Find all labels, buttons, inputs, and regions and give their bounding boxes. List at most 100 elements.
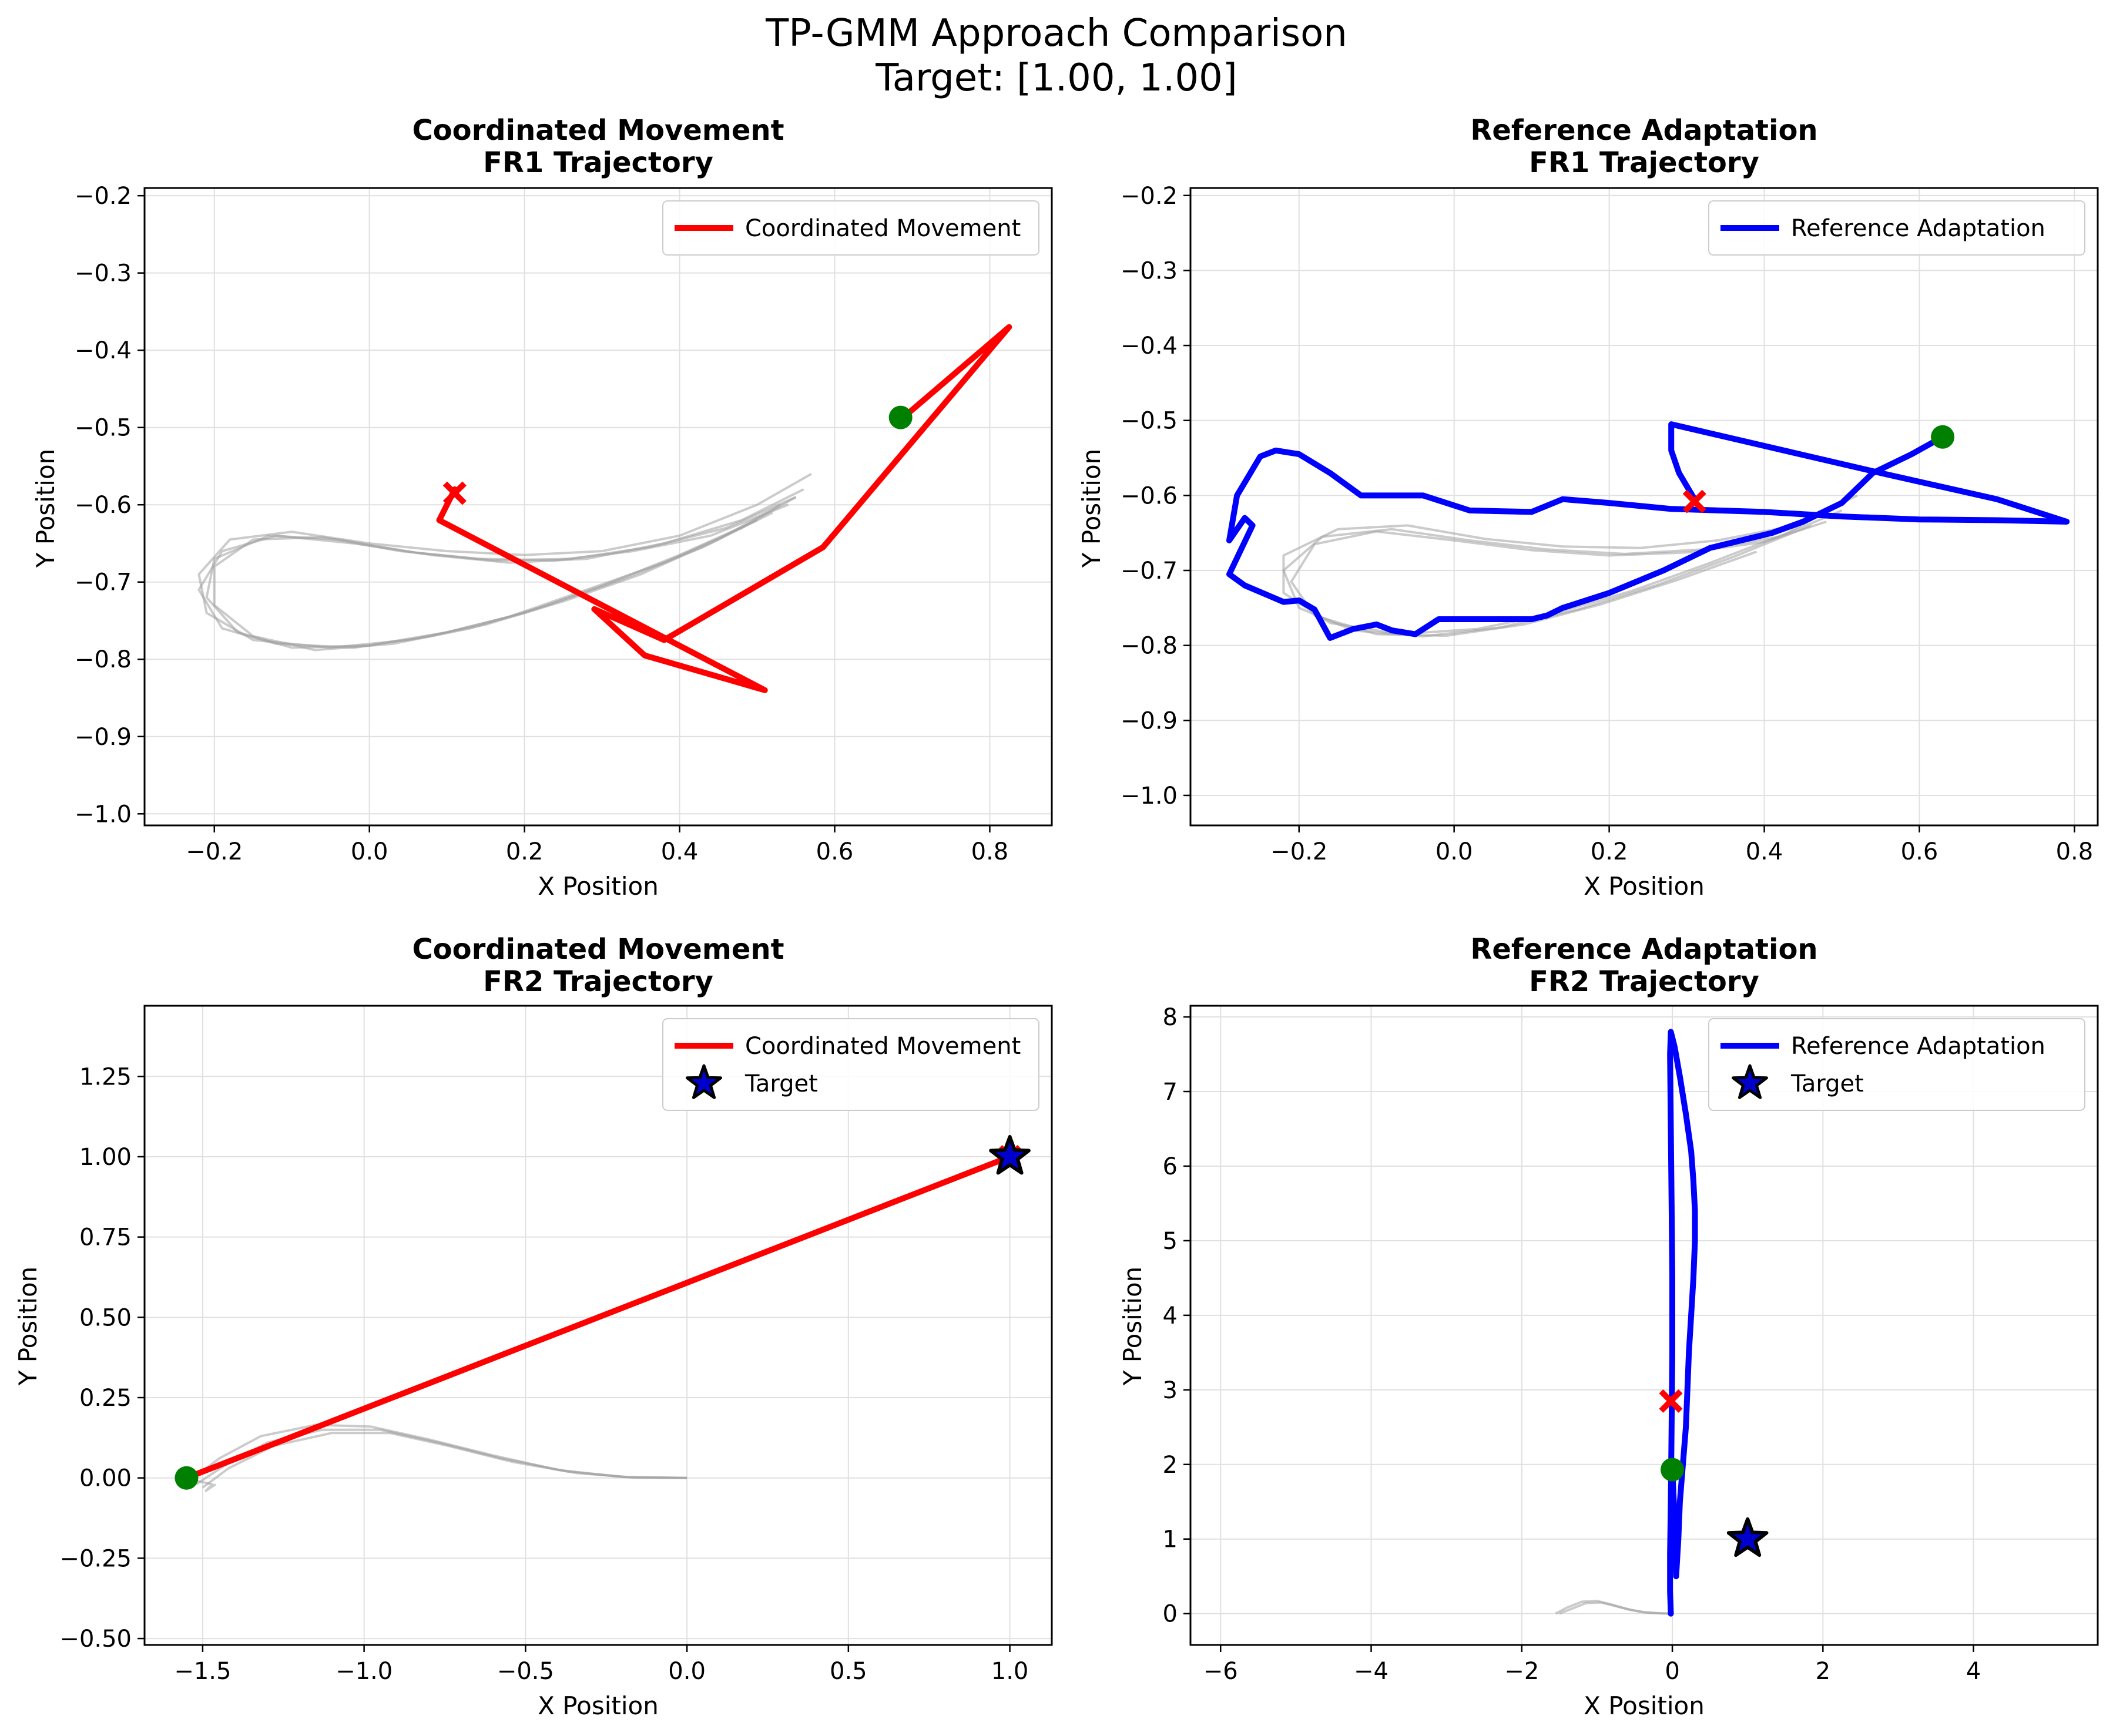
panel-title-line2: FR2 Trajectory	[1529, 965, 1759, 998]
x-tick-label: −6	[1203, 1658, 1238, 1685]
demo-trajectory	[1282, 509, 1843, 638]
x-tick-label: 4	[1966, 1658, 1981, 1685]
axes-frame	[1189, 187, 2099, 827]
x-tick-label: 0.2	[506, 838, 544, 865]
y-tick-label: −0.4	[1121, 333, 1178, 360]
x-tick-label: 0.4	[1746, 838, 1783, 865]
plot-area	[1555, 1029, 1769, 1617]
demo-trajectory	[1290, 521, 1827, 637]
y-tick-label: −0.7	[75, 569, 132, 596]
legend-frame	[662, 200, 1039, 256]
y-tick-label: 3	[1163, 1377, 1178, 1404]
y-axis-label: Y Position	[31, 449, 60, 569]
y-tick-label: −0.5	[75, 415, 132, 442]
y-tick-label: −0.4	[75, 337, 132, 364]
legend-star-swatch	[686, 1064, 722, 1099]
plot-area	[197, 324, 1012, 693]
y-tick-label: 0.00	[79, 1465, 132, 1492]
x-tick-label: 0.0	[668, 1658, 706, 1685]
target-marker	[989, 1135, 1031, 1175]
series-line	[1226, 421, 2070, 641]
x-tick-label: −0.5	[497, 1658, 554, 1685]
x-axis-label: X Position	[538, 1691, 659, 1720]
y-tick-label: 2	[1163, 1452, 1178, 1479]
demo-trajectory	[213, 503, 789, 652]
demo-trajectory	[1559, 1601, 1673, 1615]
demo-trajectory	[197, 488, 804, 649]
plot-area	[1226, 421, 2070, 641]
legend: Reference Adaptation Target	[1708, 1018, 2085, 1111]
y-tick-label: −0.8	[1121, 633, 1178, 660]
legend: Coordinated Movement	[662, 200, 1039, 256]
x-tick-label: 2	[1816, 1658, 1830, 1685]
x-tick-label: −0.2	[1270, 838, 1327, 865]
y-tick-label: −0.3	[1121, 257, 1178, 284]
y-tick-label: −0.5	[1121, 408, 1178, 435]
x-axis-label: X Position	[1584, 872, 1705, 901]
y-tick-label: 4	[1163, 1302, 1178, 1329]
x-tick-label: −1.0	[336, 1658, 393, 1685]
y-tick-label: 1	[1163, 1526, 1178, 1553]
y-tick-label: 0.50	[79, 1304, 132, 1331]
x-tick-label: 0.2	[1591, 838, 1628, 865]
plot-area	[175, 1135, 1031, 1492]
series-line	[1667, 1029, 1698, 1617]
start-marker	[1661, 1458, 1685, 1482]
x-tick-label: 0	[1665, 1658, 1679, 1685]
start-marker	[1931, 425, 1955, 449]
panel-title-line1: Reference Adaptation	[1470, 114, 1817, 147]
y-tick-label: −0.25	[59, 1545, 132, 1572]
panel-reference-fr1: Reference Adaptation FR1 Trajectory X Po…	[1077, 114, 2099, 901]
x-axis-label: X Position	[538, 872, 659, 901]
grid	[145, 1006, 1052, 1645]
x-tick-label: 0.8	[2056, 838, 2094, 865]
y-tick-label: 6	[1163, 1153, 1178, 1180]
panel-title-line1: Coordinated Movement	[412, 933, 784, 966]
figure-title-line2: Target: [1.00, 1.00]	[875, 56, 1237, 100]
legend-label: Reference Adaptation	[1791, 215, 2045, 242]
y-tick-label: −0.9	[1121, 707, 1178, 734]
x-tick-label: −2	[1504, 1658, 1539, 1685]
y-tick-label: 1.00	[79, 1144, 132, 1171]
legend-label: Reference Adaptation	[1791, 1033, 2045, 1060]
grid	[1190, 1006, 2098, 1645]
y-tick-label: −0.2	[1121, 183, 1178, 210]
x-tick-label: −4	[1354, 1658, 1388, 1685]
y-tick-label: −0.6	[1121, 482, 1178, 509]
end-marker	[442, 481, 467, 505]
y-axis-label: Y Position	[1118, 1267, 1147, 1386]
panel-title-line1: Coordinated Movement	[412, 114, 784, 147]
legend-frame	[1708, 200, 2085, 256]
panel-coordinated-fr2: Coordinated Movement FR2 Trajectory X Po…	[14, 933, 1053, 1720]
series-line	[436, 324, 1012, 693]
x-tick-label: 0.6	[816, 838, 854, 865]
x-tick-label: 0.5	[830, 1658, 867, 1685]
y-tick-label: −0.2	[75, 183, 132, 210]
panel-reference-fr2: Reference Adaptation FR2 Trajectory X Po…	[1118, 933, 2099, 1720]
demo-trajectory	[202, 1432, 687, 1489]
figure-title-line1: TP-GMM Approach Comparison	[765, 12, 1347, 55]
y-tick-label: 7	[1163, 1079, 1178, 1106]
x-tick-label: 0.0	[1436, 838, 1473, 865]
y-tick-label: −0.50	[59, 1626, 132, 1653]
demo-trajectory	[197, 472, 812, 649]
x-tick-label: −0.2	[186, 838, 243, 865]
y-tick-label: 8	[1163, 1004, 1178, 1031]
panel-title-line2: FR2 Trajectory	[483, 965, 713, 998]
axes-frame	[1189, 1005, 2099, 1646]
axes-frame	[143, 187, 1053, 827]
y-tick-label: −0.9	[75, 724, 132, 751]
target-marker	[1726, 1517, 1769, 1557]
legend-star-swatch	[1732, 1064, 1768, 1099]
panel-title-line2: FR1 Trajectory	[483, 146, 713, 179]
y-tick-label: 0.25	[79, 1385, 132, 1412]
panel-title-line2: FR1 Trajectory	[1529, 146, 1759, 179]
y-tick-label: −0.8	[75, 646, 132, 673]
grid	[145, 188, 1052, 825]
y-axis-label: Y Position	[1077, 449, 1106, 569]
legend-label: Coordinated Movement	[745, 1033, 1021, 1060]
series-line	[183, 1154, 1013, 1481]
panel-title-line1: Reference Adaptation	[1470, 933, 1817, 966]
